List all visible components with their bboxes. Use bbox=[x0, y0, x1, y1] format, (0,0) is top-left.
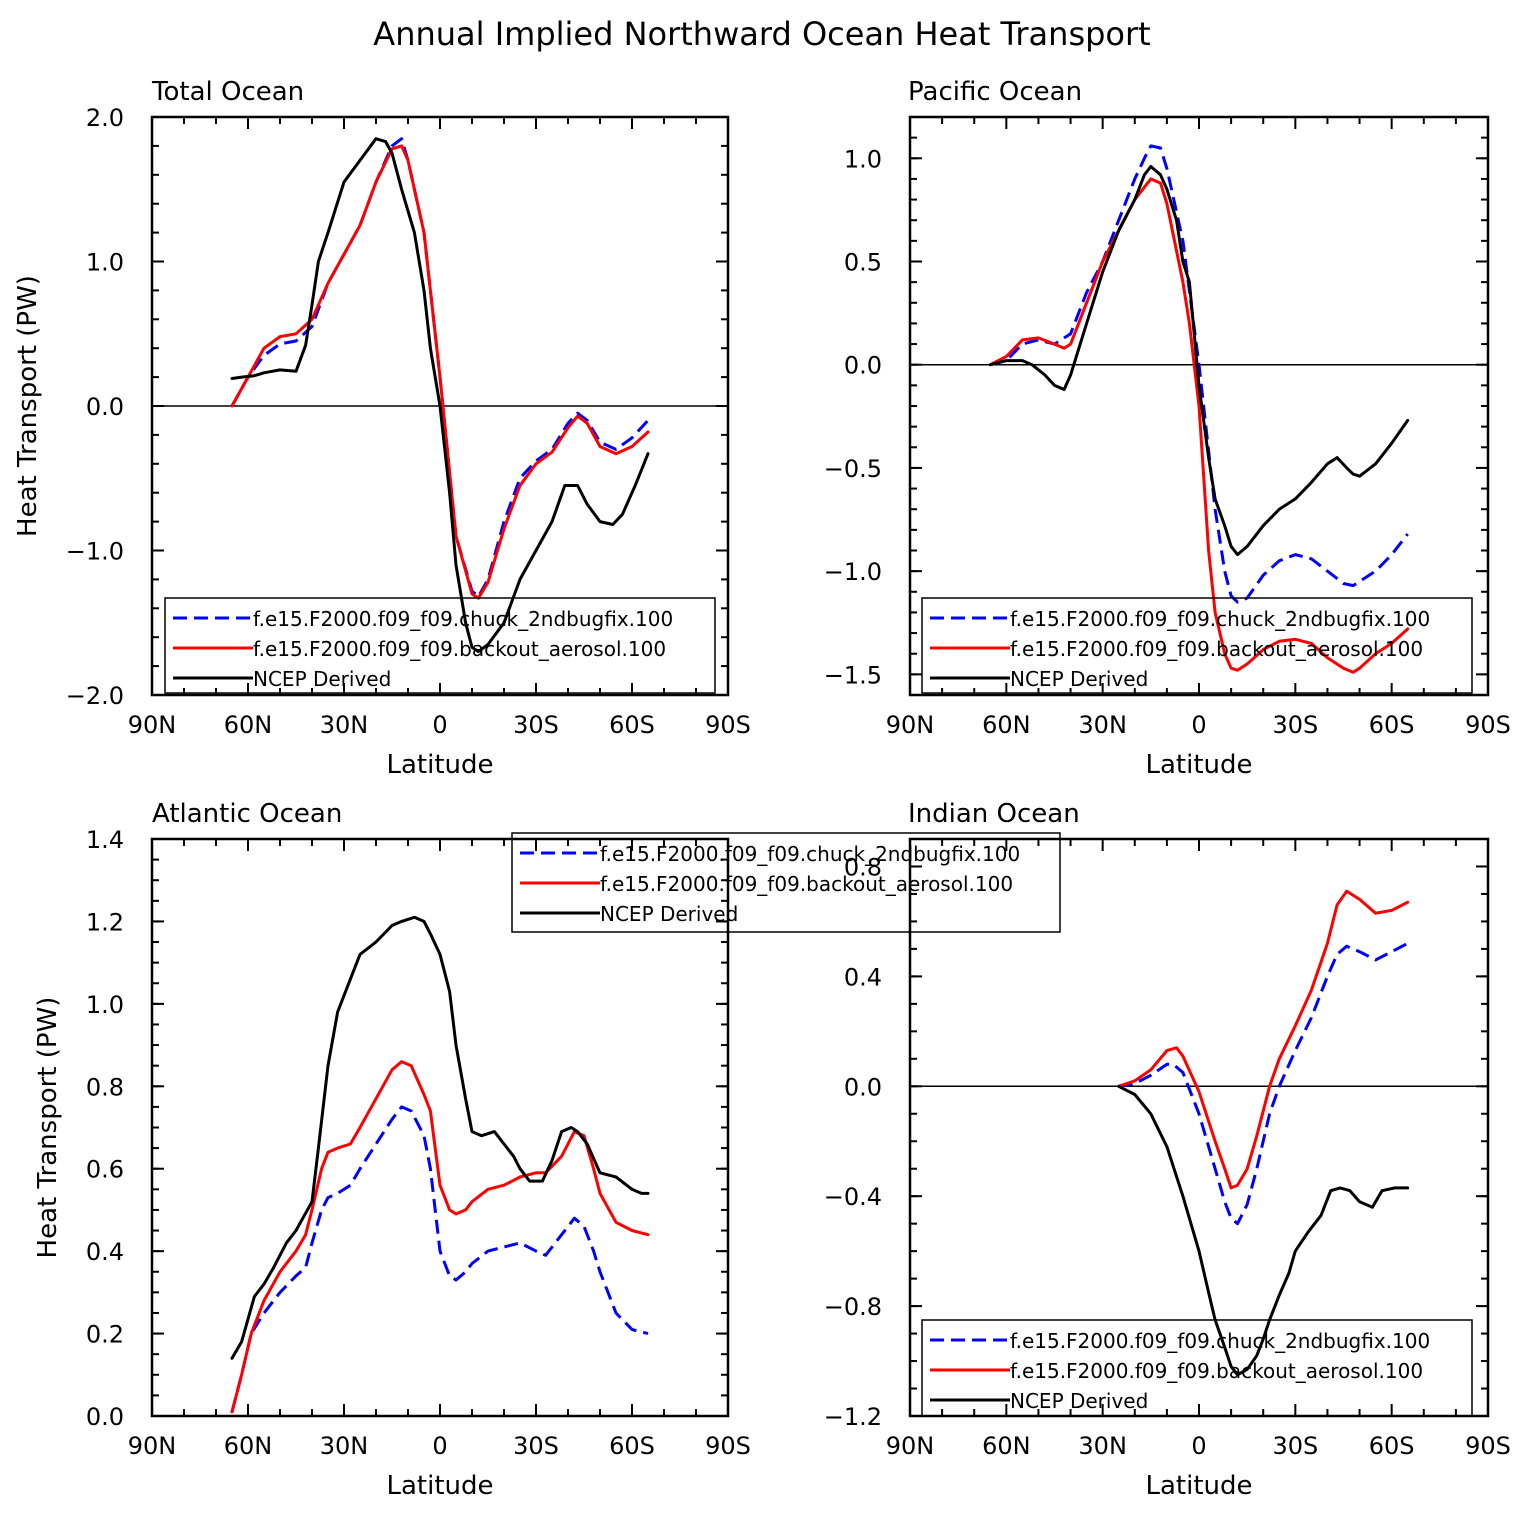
x-tick-label: 30N bbox=[1078, 1432, 1127, 1460]
y-tick-label: 0.5 bbox=[844, 249, 882, 277]
panel-total-ocean: Total Ocean 90N 60N 30N 0 30S 60S 90S Latitude 2.… bbox=[13, 77, 751, 780]
x-tick-label: 90S bbox=[1465, 711, 1511, 739]
panel-indian-ocean: Indian Ocean 90N 60N 30N 0 30S 60S 90S Latitude 0… bbox=[824, 799, 1511, 1501]
panel-pacific-ocean: Pacific Ocean 90N 60N 30N 0 30S 60S 90S Latitude… bbox=[824, 77, 1511, 780]
y-tick-label: 0.0 bbox=[86, 1403, 124, 1431]
series-line-ncep-derived bbox=[1117, 1084, 1410, 1377]
legend-label: f.e15.F2000.f09_f09.chuck_2ndbugfix.100 bbox=[253, 607, 673, 631]
x-tick-label: 90S bbox=[1465, 1432, 1511, 1460]
x-tick-label: 30S bbox=[513, 711, 559, 739]
x-tick-label: 0 bbox=[432, 711, 447, 739]
x-tick-label: 0 bbox=[1191, 711, 1206, 739]
legend-label: f.e15.F2000.f09_f09.chuck_2ndbugfix.100 bbox=[600, 842, 1020, 866]
x-tick-label: 90N bbox=[128, 1432, 177, 1460]
legend-label: f.e15.F2000.f09_f09.backout_aerosol.100 bbox=[1010, 637, 1423, 661]
x-tick-label: 60N bbox=[982, 1432, 1031, 1460]
panel-title: Indian Ocean bbox=[908, 799, 1080, 829]
legend-frame bbox=[921, 597, 1473, 694]
legend-label: NCEP Derived bbox=[1010, 1389, 1148, 1413]
x-tick-label: 30S bbox=[1272, 711, 1318, 739]
x-tick-label: 60N bbox=[982, 711, 1031, 739]
legend-label: f.e15.F2000.f09_f09.backout_aerosol.100 bbox=[253, 637, 666, 661]
series-line-ncep-derived bbox=[230, 915, 650, 1360]
y-tick-label: 0.6 bbox=[86, 1156, 124, 1184]
legend-label: NCEP Derived bbox=[600, 902, 738, 926]
x-tick-label: 60S bbox=[609, 1432, 655, 1460]
panel-title: Pacific Ocean bbox=[908, 77, 1082, 107]
y-tick-label: −2.0 bbox=[66, 682, 124, 710]
panel-title: Atlantic Ocean bbox=[152, 799, 342, 829]
y-tick-label: 0.0 bbox=[844, 352, 882, 380]
x-axis-label: Latitude bbox=[1145, 1471, 1252, 1501]
x-tick-label: 60S bbox=[1369, 711, 1415, 739]
y-tick-label: 0.2 bbox=[86, 1321, 124, 1349]
x-tick-label: 30S bbox=[1272, 1432, 1318, 1460]
x-axis-label: Latitude bbox=[386, 1471, 493, 1501]
x-tick-label: 0 bbox=[1191, 1432, 1206, 1460]
y-tick-label: −1.0 bbox=[824, 558, 882, 586]
y-tick-label: −0.8 bbox=[824, 1293, 882, 1321]
legend-label: NCEP Derived bbox=[1010, 667, 1148, 691]
y-tick-label: −1.5 bbox=[824, 661, 882, 689]
x-tick-label: 30S bbox=[513, 1432, 559, 1460]
legend-label: f.e15.F2000.f09_f09.backout_aerosol.100 bbox=[600, 872, 1013, 896]
legend: f.e15.F2000.f09_f09.chuck_2ndbugfix.100f… bbox=[921, 1319, 1473, 1417]
x-tick-label: 60S bbox=[1369, 1432, 1415, 1460]
x-tick-label: 90N bbox=[886, 1432, 935, 1460]
y-tick-label: 0.0 bbox=[844, 1073, 882, 1101]
y-tick-label: 0.4 bbox=[86, 1238, 124, 1266]
legend: f.e15.F2000.f09_f09.chuck_2ndbugfix.100f… bbox=[511, 832, 1061, 933]
x-tick-label: 60N bbox=[224, 711, 273, 739]
series-line-backout-aerosol bbox=[988, 177, 1410, 674]
legend: f.e15.F2000.f09_f09.chuck_2ndbugfix.100f… bbox=[164, 597, 716, 694]
y-axis-label: Heat Transport (PW) bbox=[13, 275, 43, 537]
x-tick-label: 60N bbox=[224, 1432, 273, 1460]
y-tick-label: 0.8 bbox=[844, 853, 882, 881]
x-axis-label: Latitude bbox=[386, 750, 493, 780]
legend-label: f.e15.F2000.f09_f09.backout_aerosol.100 bbox=[1010, 1359, 1423, 1383]
y-tick-label: −1.2 bbox=[824, 1403, 882, 1431]
x-tick-label: 90N bbox=[128, 711, 177, 739]
y-tick-label: −1.0 bbox=[66, 538, 124, 566]
y-tick-label: 0.0 bbox=[86, 393, 124, 421]
y-tick-label: 0.4 bbox=[844, 963, 882, 991]
x-axis-label: Latitude bbox=[1145, 750, 1252, 780]
legend-label: f.e15.F2000.f09_f09.chuck_2ndbugfix.100 bbox=[1010, 1329, 1430, 1353]
x-tick-label: 90S bbox=[705, 711, 751, 739]
y-tick-label: 1.4 bbox=[86, 826, 124, 854]
series-line-backout-aerosol bbox=[230, 1060, 650, 1414]
x-tick-label: 90S bbox=[705, 1432, 751, 1460]
legend: f.e15.F2000.f09_f09.chuck_2ndbugfix.100f… bbox=[921, 597, 1473, 694]
x-tick-label: 90N bbox=[886, 711, 935, 739]
x-tick-label: 60S bbox=[609, 711, 655, 739]
y-tick-label: 1.0 bbox=[86, 249, 124, 277]
y-tick-label: 1.0 bbox=[844, 145, 882, 173]
series-line-chuck-2ndbugfix bbox=[1118, 942, 1409, 1226]
y-tick-label: −0.5 bbox=[824, 455, 882, 483]
y-tick-label: −0.4 bbox=[824, 1183, 882, 1211]
x-tick-label: 30N bbox=[1078, 711, 1127, 739]
x-tick-label: 0 bbox=[432, 1432, 447, 1460]
legend-frame bbox=[164, 597, 716, 694]
series-line-ncep-derived bbox=[230, 137, 650, 654]
x-tick-label: 30N bbox=[320, 1432, 369, 1460]
legend-label: f.e15.F2000.f09_f09.chuck_2ndbugfix.100 bbox=[1010, 607, 1430, 631]
y-tick-label: 1.2 bbox=[86, 908, 124, 936]
legend-frame bbox=[511, 832, 1061, 933]
panel-atlantic-ocean: Atlantic Ocean 90N 60N 30N 0 30S 60S 90S Latitud… bbox=[33, 799, 1061, 1501]
y-axis-label: Heat Transport (PW) bbox=[33, 997, 63, 1259]
series-line-chuck-2ndbugfix bbox=[230, 1105, 649, 1413]
series-line-ncep-derived bbox=[988, 165, 1410, 557]
x-tick-label: 30N bbox=[320, 711, 369, 739]
legend-label: NCEP Derived bbox=[253, 667, 391, 691]
y-tick-label: 1.0 bbox=[86, 991, 124, 1019]
y-tick-label: 0.8 bbox=[86, 1073, 124, 1101]
legend-frame bbox=[921, 1319, 1473, 1417]
panel-title: Total Ocean bbox=[151, 77, 304, 107]
y-tick-label: 2.0 bbox=[86, 104, 124, 132]
figure-title: Annual Implied Northward Ocean Heat Tran… bbox=[373, 15, 1150, 53]
series-line-backout-aerosol bbox=[1117, 889, 1410, 1190]
